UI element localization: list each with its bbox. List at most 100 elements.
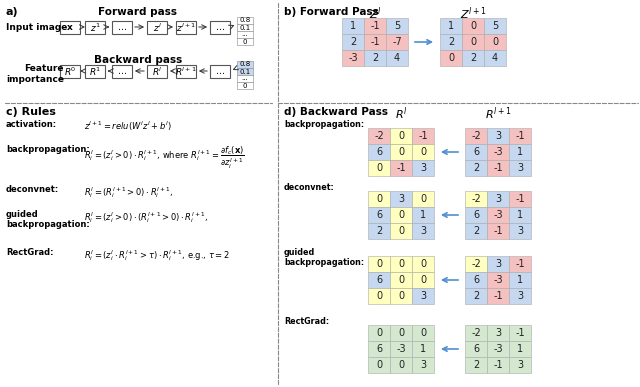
Bar	[412, 207, 434, 223]
Bar	[390, 272, 412, 288]
Text: 2: 2	[376, 226, 382, 236]
Text: -2: -2	[471, 131, 481, 141]
Text: 0.1: 0.1	[239, 24, 251, 31]
Bar	[462, 18, 484, 34]
Bar	[465, 272, 487, 288]
Text: 1: 1	[420, 210, 426, 220]
Bar	[390, 207, 412, 223]
Text: $z^{l+1} = relu(W^l z^l + b^l)$: $z^{l+1} = relu(W^l z^l + b^l)$	[84, 120, 172, 134]
Bar	[440, 34, 462, 50]
Bar	[210, 65, 230, 78]
Text: -1: -1	[515, 194, 525, 204]
Text: a): a)	[6, 7, 19, 17]
Text: -1: -1	[515, 328, 525, 338]
Text: -1: -1	[515, 259, 525, 269]
Text: 1: 1	[517, 275, 523, 285]
Bar	[465, 357, 487, 373]
Bar	[147, 21, 167, 34]
Text: $z^1$: $z^1$	[90, 21, 100, 34]
Bar	[237, 31, 253, 38]
Bar	[509, 128, 531, 144]
Bar	[342, 50, 364, 66]
Bar	[509, 144, 531, 160]
Text: RectGrad:: RectGrad:	[6, 248, 54, 257]
Bar	[509, 272, 531, 288]
Bar	[487, 288, 509, 304]
Bar	[487, 341, 509, 357]
Text: $\cdots$: $\cdots$	[117, 67, 127, 76]
Text: Backward pass: Backward pass	[94, 55, 182, 65]
Text: 0.8: 0.8	[239, 17, 251, 24]
Text: $R^l_i = (R^{l+1}_i > 0) \cdot R^{l+1}_i,$: $R^l_i = (R^{l+1}_i > 0) \cdot R^{l+1}_i…	[84, 185, 173, 200]
Text: 3: 3	[517, 360, 523, 370]
Text: -1: -1	[515, 131, 525, 141]
Text: $R^{l+1}$: $R^{l+1}$	[484, 105, 511, 122]
Bar	[237, 38, 253, 45]
Bar	[487, 207, 509, 223]
Text: 2: 2	[473, 360, 479, 370]
Text: 3: 3	[420, 360, 426, 370]
Bar	[487, 272, 509, 288]
Bar	[412, 357, 434, 373]
Bar	[509, 341, 531, 357]
Bar	[509, 207, 531, 223]
Text: 2: 2	[473, 163, 479, 173]
Text: c) Rules: c) Rules	[6, 107, 56, 117]
Bar	[368, 357, 390, 373]
Bar	[412, 144, 434, 160]
Bar	[210, 21, 230, 34]
Text: 1: 1	[448, 21, 454, 31]
Text: 4: 4	[394, 53, 400, 63]
Text: deconvnet:: deconvnet:	[284, 183, 335, 192]
Bar	[487, 325, 509, 341]
Text: $R^l_i = (z^l_i > 0) \cdot R^{l+1}_i$, where $R^{l+1}_i = \dfrac{\partial f_c(\m: $R^l_i = (z^l_i > 0) \cdot R^{l+1}_i$, w…	[84, 145, 245, 171]
Text: $\cdots$: $\cdots$	[215, 23, 225, 32]
Bar	[85, 65, 105, 78]
Bar	[368, 288, 390, 304]
Text: 3: 3	[517, 226, 523, 236]
Text: -7: -7	[392, 37, 402, 47]
Text: $\mathbf{x}$: $\mathbf{x}$	[66, 23, 74, 32]
Bar	[412, 341, 434, 357]
Text: 6: 6	[376, 147, 382, 157]
Bar	[465, 223, 487, 239]
Bar	[368, 207, 390, 223]
Text: 3: 3	[517, 163, 523, 173]
Text: 0.8: 0.8	[239, 62, 251, 67]
Text: 5: 5	[492, 21, 498, 31]
Bar	[412, 128, 434, 144]
Bar	[390, 325, 412, 341]
Text: -3: -3	[493, 275, 503, 285]
Text: 3: 3	[495, 259, 501, 269]
Text: 0: 0	[398, 291, 404, 301]
Bar	[342, 34, 364, 50]
Bar	[390, 160, 412, 176]
Text: 0: 0	[376, 328, 382, 338]
Bar	[465, 144, 487, 160]
Bar	[237, 61, 253, 68]
Bar	[176, 65, 196, 78]
Text: 0: 0	[398, 226, 404, 236]
Text: 0.1: 0.1	[239, 68, 251, 75]
Text: 0: 0	[398, 275, 404, 285]
Text: 0: 0	[376, 259, 382, 269]
Text: -1: -1	[370, 37, 380, 47]
Bar	[440, 18, 462, 34]
Bar	[147, 65, 167, 78]
Bar	[465, 160, 487, 176]
Text: 0: 0	[398, 360, 404, 370]
Text: 0: 0	[243, 38, 247, 45]
Text: 0: 0	[420, 194, 426, 204]
Text: activation:: activation:	[6, 120, 57, 129]
Text: -3: -3	[396, 344, 406, 354]
Bar	[390, 191, 412, 207]
Text: 0: 0	[492, 37, 498, 47]
Bar	[85, 21, 105, 34]
Bar	[390, 256, 412, 272]
Bar	[368, 144, 390, 160]
Text: 4: 4	[492, 53, 498, 63]
Text: 6: 6	[473, 147, 479, 157]
Text: 6: 6	[473, 275, 479, 285]
Bar	[368, 325, 390, 341]
Bar	[60, 21, 80, 34]
